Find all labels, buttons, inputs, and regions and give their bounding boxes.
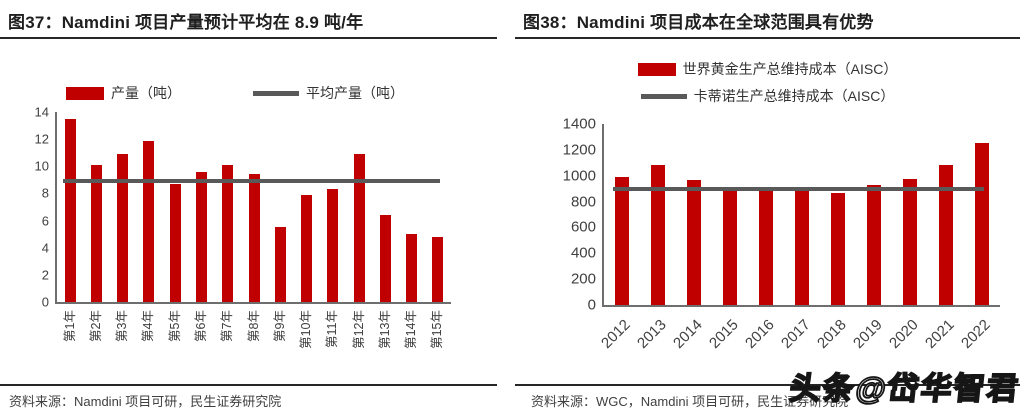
bar-第5年 <box>169 183 181 302</box>
y-axis-tick-label: 1000 <box>562 167 596 185</box>
y-axis-tick-label: 1400 <box>562 115 596 133</box>
y-axis-tick-label: 800 <box>570 193 596 211</box>
x-axis-tick-label: 2016 <box>741 316 778 352</box>
bar-2013 <box>651 165 665 305</box>
y-axis-tick-label: 0 <box>587 296 596 314</box>
bar-第9年 <box>274 227 286 302</box>
y-axis-tick-label: 4 <box>41 240 49 256</box>
bar-第10年 <box>301 194 313 302</box>
figure-37-title: 图37：Namdini 项目产量预计平均在 8.9 吨/年 <box>8 13 364 32</box>
bar-2020 <box>903 178 917 305</box>
bar-2012 <box>615 177 629 305</box>
watermark-text: 头条@岱华智君 <box>787 370 1023 407</box>
legend-line-swatch-icon <box>640 93 687 99</box>
figure-38-title: 图38：Namdini 项目成本在全球范围具有优势 <box>523 13 874 32</box>
y-axis-tick-label: 8 <box>41 185 49 201</box>
x-axis-tick-label: 2017 <box>777 316 814 352</box>
y-axis-tick-label: 400 <box>570 244 596 262</box>
legend-item: 卡蒂诺生产总维持成本（AISC） <box>640 86 895 106</box>
x-axis-tick-label: 第15年 <box>430 310 445 349</box>
bar-第12年 <box>353 154 365 302</box>
bar-第1年 <box>64 118 76 302</box>
x-axis-tick-label: 第12年 <box>351 310 366 349</box>
figure-37-plot: 0 2 4 6 8 10 12 14 第1年 第2年 第3年 第4年 第5年 第6年 第7年 第8年 第9年 第1… <box>35 106 451 349</box>
legend-label: 世界黄金生产总维持成本（AISC） <box>682 61 898 77</box>
x-axis-tick-label: 第7年 <box>220 310 235 342</box>
figure-38-legend: 世界黄金生产总维持成本（AISC） 卡蒂诺生产总维持成本（AISC） <box>515 59 1020 106</box>
x-axis-tick-label: 第5年 <box>167 310 182 342</box>
x-axis-tick-label: 2015 <box>705 316 742 352</box>
x-axis-tick-label: 2022 <box>957 316 994 352</box>
x-axis-tick-label: 第11年 <box>325 310 340 348</box>
x-axis-tick-label: 2014 <box>669 316 706 352</box>
figure-37-source: 资料来源：Namdini 项目可研，民生证券研究院 <box>9 394 282 409</box>
legend-line-swatch-icon <box>253 90 299 96</box>
bar-2014 <box>687 180 701 305</box>
bar-2019 <box>867 184 881 305</box>
x-axis-tick-label: 2020 <box>885 316 922 352</box>
legend-item: 平均产量（吨） <box>253 83 404 103</box>
figure-38-panel: 图38：Namdini 项目成本在全球范围具有优势 世界黄金生产总维持成本（AI… <box>515 0 1029 420</box>
x-axis-tick-label: 第9年 <box>272 310 287 342</box>
y-axis-tick-label: 0 <box>41 294 49 310</box>
figure-38-title-divider <box>515 37 1020 39</box>
figure-37-panel: 图37：Namdini 项目产量预计平均在 8.9 吨/年 产量（吨） 平均产量（… <box>0 0 505 420</box>
x-axis-tick-label: 第10年 <box>299 310 314 349</box>
bar-第14年 <box>406 234 418 302</box>
x-axis-tick-label: 2021 <box>921 316 958 352</box>
x-axis-tick-label: 第4年 <box>141 310 156 342</box>
bar-2016 <box>759 191 773 305</box>
legend-item: 世界黄金生产总维持成本（AISC） <box>637 59 898 79</box>
bar-2022 <box>975 142 989 305</box>
bar-第3年 <box>117 154 129 302</box>
x-axis-tick-label: 2012 <box>597 316 634 352</box>
legend-bar-swatch-icon <box>637 62 676 76</box>
x-axis-tick-label: 第13年 <box>377 310 392 349</box>
y-axis-tick-label: 10 <box>34 158 49 174</box>
y-axis-tick-label: 14 <box>34 104 49 120</box>
y-axis-tick-label: 12 <box>34 131 49 147</box>
y-axis-tick-label: 1200 <box>562 141 596 159</box>
bar-第13年 <box>379 215 391 302</box>
legend-item: 产量（吨） <box>66 83 181 103</box>
bar-2021 <box>939 165 953 305</box>
bar-2018 <box>831 193 845 305</box>
x-axis-tick-label: 第14年 <box>404 310 419 349</box>
x-axis-tick-label: 第1年 <box>62 310 77 342</box>
bar-第4年 <box>143 140 155 302</box>
x-axis-tick-label: 第3年 <box>115 310 130 342</box>
bar-2017 <box>795 191 809 305</box>
bar-第2年 <box>90 164 102 302</box>
x-axis-tick-label: 第8年 <box>246 310 261 342</box>
average-line <box>613 187 984 192</box>
y-axis-tick-label: 2 <box>41 267 49 283</box>
figure-38-plot: 0 200 400 600 800 1000 1200 1400 2012 2013 2014 201… <box>563 117 1000 352</box>
bar-第11年 <box>327 189 339 302</box>
average-line <box>62 179 440 184</box>
y-axis-tick-label: 600 <box>570 218 596 236</box>
x-axis-tick-label: 2019 <box>849 316 886 352</box>
legend-label: 卡蒂诺生产总维持成本（AISC） <box>693 88 895 104</box>
x-axis-tick-label: 第6年 <box>193 310 208 342</box>
figure-37-legend: 产量（吨） 平均产量（吨） <box>0 83 470 103</box>
y-axis-tick-label: 200 <box>570 270 596 288</box>
x-axis-tick-label: 2013 <box>633 316 670 352</box>
figure-38-source: 资料来源：WGC，Namdini 项目可研，民生证券研究院 <box>531 394 849 409</box>
figure-38-footer-divider <box>515 384 1020 386</box>
y-axis-tick-label: 6 <box>41 213 49 229</box>
legend-bar-swatch-icon <box>66 86 104 100</box>
bar-第7年 <box>222 164 234 302</box>
bar-2015 <box>723 191 737 305</box>
figure-37-title-divider <box>0 37 497 39</box>
bar-第8年 <box>248 174 260 302</box>
x-axis-tick-label: 第2年 <box>88 310 103 342</box>
figure-37-footer-divider <box>0 384 497 386</box>
legend-label: 平均产量（吨） <box>306 85 404 101</box>
x-axis-tick-label: 2018 <box>813 316 850 352</box>
legend-label: 产量（吨） <box>111 85 181 101</box>
bar-第15年 <box>432 236 444 302</box>
bar-第6年 <box>195 171 207 302</box>
